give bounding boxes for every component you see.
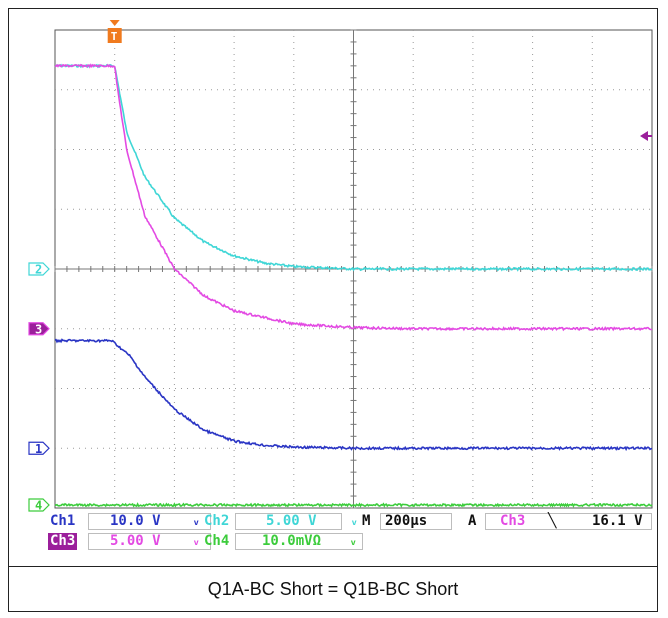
caption-bar: Q1A-BC Short = Q1B-BC Short [8, 566, 658, 612]
ground-marker-label-ch2: 2 [35, 263, 42, 277]
ground-marker-ch1 [28, 441, 50, 455]
scope-frame [8, 8, 658, 612]
trigger-level-arrow [640, 131, 648, 141]
ch4-scale: 10.0mVΩ [262, 533, 322, 549]
trigger-position-marker [107, 28, 122, 43]
traces [54, 63, 653, 508]
ch4-label: Ch4 [204, 533, 230, 549]
trigger-level: 16.1 V [592, 513, 643, 529]
channel-markers: 2 3 1 4 T [28, 20, 652, 513]
ch2-scale: 5.00 V [266, 513, 317, 529]
ground-marker-label-ch3: 3 [35, 322, 42, 336]
ch1-scale: 10.0 V [110, 513, 161, 529]
trace-ch1 [54, 338, 652, 452]
trigger-position-arrow [109, 20, 120, 26]
ground-marker-ch2 [28, 262, 50, 276]
trace-ch2 [54, 63, 653, 272]
trigger-position-label: T [111, 30, 118, 43]
timebase-label: M [362, 513, 371, 529]
ch1-bw-symbol: ᵥ [192, 513, 201, 529]
ch2-bw-symbol: ᵥ [350, 513, 359, 529]
ground-marker-label-ch4: 4 [35, 499, 42, 513]
ch3-label: Ch3 [48, 533, 78, 550]
ground-marker-ch4 [28, 498, 50, 512]
oscilloscope-plot: 2 3 1 4 T [28, 20, 653, 513]
trigger-source: Ch3 [500, 513, 526, 529]
ch1-label: Ch1 [50, 513, 76, 529]
ch3-scale: 5.00 V [110, 533, 161, 549]
ch3-bw-symbol: ᵥ [192, 533, 201, 549]
trigger-slope-icon: ╲ [548, 513, 557, 529]
ch4-bw-symbol: ᵥ [349, 533, 358, 549]
timebase-value: 200µs [385, 513, 428, 529]
figure-caption: Q1A-BC Short = Q1B-BC Short [207, 579, 459, 599]
trace-ch4 [54, 502, 653, 508]
ground-marker-label-ch1: 1 [35, 442, 42, 456]
ground-marker-ch3 [28, 322, 50, 336]
trigger-mode: A [468, 513, 477, 529]
trace-ch3 [54, 63, 653, 332]
ch2-label: Ch2 [204, 513, 230, 529]
